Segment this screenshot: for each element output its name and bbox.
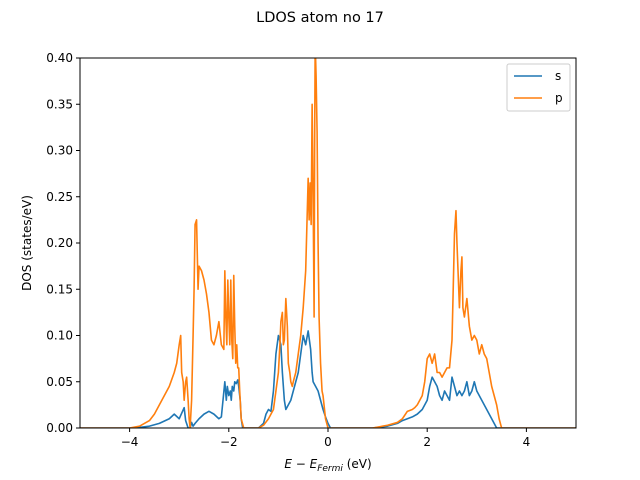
legend: s p (507, 64, 570, 111)
x-axis-label-main: E − E (284, 457, 317, 471)
x-tick-label: 0 (324, 435, 332, 449)
y-tick-label: 0.40 (46, 51, 73, 65)
y-tick-label: 0.25 (46, 190, 73, 204)
x-axis-label-subscript: Fermi (317, 464, 343, 474)
y-tick-label: 0.10 (46, 329, 73, 343)
plot-background (80, 58, 576, 428)
legend-label-p: p (555, 91, 563, 105)
x-tick-label: −2 (220, 435, 238, 449)
y-tick-label: 0.15 (46, 282, 73, 296)
y-tick-label: 0.30 (46, 144, 73, 158)
y-tick-label: 0.20 (46, 236, 73, 250)
x-tick-label: −4 (121, 435, 139, 449)
y-tick-label: 0.35 (46, 97, 73, 111)
y-axis-label: DOS (states/eV) (20, 195, 34, 291)
x-axis-label-unit: (eV) (343, 457, 372, 471)
plot-area (80, 58, 576, 428)
y-tick-label: 0.00 (46, 421, 73, 435)
chart-title: LDOS atom no 17 (256, 10, 384, 26)
y-tick-label: 0.05 (46, 375, 73, 389)
x-axis-ticks: −4 −2 0 2 4 (121, 428, 530, 449)
legend-label-s: s (555, 69, 561, 83)
x-axis-label: E − EFermi (eV) (284, 457, 371, 474)
y-axis-ticks: 0.00 0.05 0.10 0.15 0.20 0.25 0.30 0.35 0.40 (46, 51, 80, 435)
x-tick-label: 4 (523, 435, 531, 449)
x-tick-label: 2 (423, 435, 431, 449)
